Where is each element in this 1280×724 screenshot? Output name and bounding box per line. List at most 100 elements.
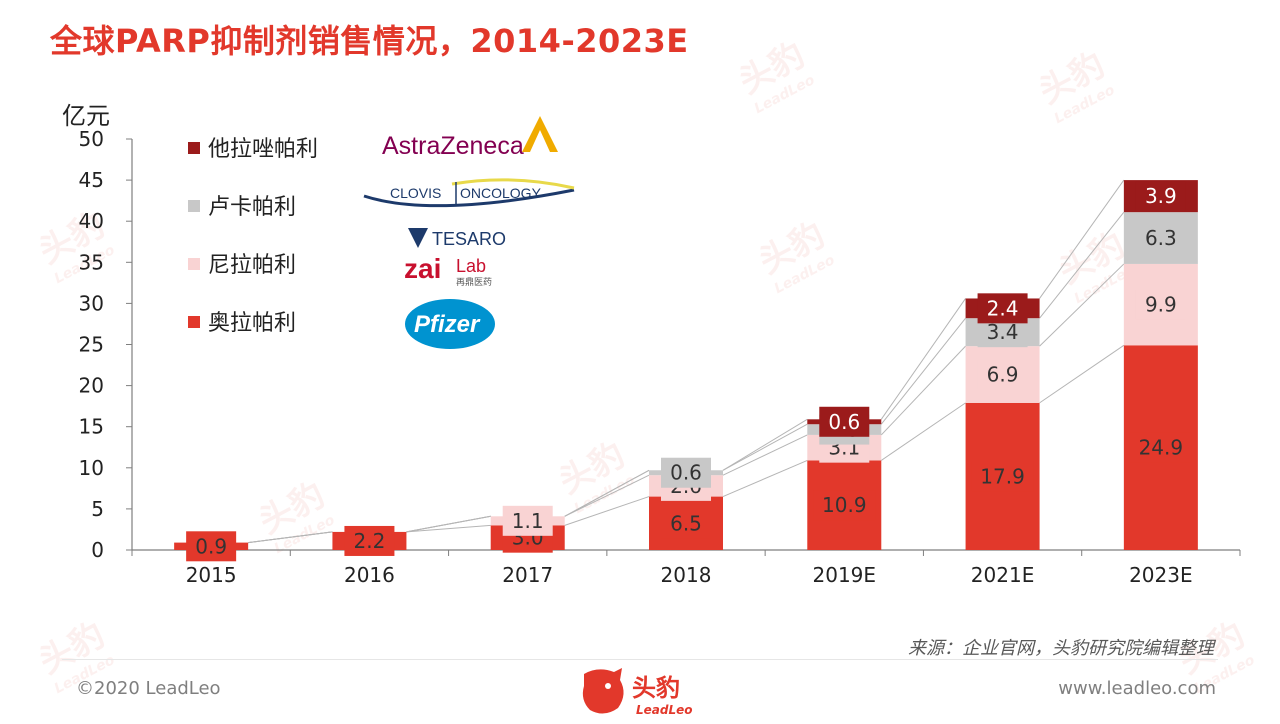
legend-swatch	[188, 316, 200, 328]
tesaro-logo: TESARO	[406, 224, 526, 252]
zailab-logo-text: zai	[404, 253, 441, 284]
data-label: 2.2	[354, 529, 386, 553]
x-tick-label: 2018	[661, 563, 712, 587]
data-label-box	[661, 457, 711, 488]
astrazeneca-logo-mark: AstraZeneca	[382, 116, 558, 160]
data-label: 6.5	[670, 511, 702, 535]
pfizer-pill	[405, 299, 495, 349]
data-label-box	[977, 359, 1028, 390]
data-label-box	[977, 293, 1028, 324]
data-label: 0.6	[828, 410, 860, 434]
clovis-swoosh-yellow	[451, 178, 575, 190]
connector-line	[722, 434, 808, 476]
zailab-logo-text-2: Lab	[456, 256, 486, 276]
y-tick-label: 45	[79, 168, 104, 192]
legend-swatch	[188, 258, 200, 270]
y-tick-label: 30	[79, 291, 104, 315]
page-title: 全球PARP抑制剂销售情况，2014-2023E	[50, 22, 689, 60]
pfizer-logo-mark: Pfizer	[405, 299, 495, 349]
pfizer-logo-text: Pfizer	[414, 311, 481, 338]
leopard-head-icon	[582, 668, 624, 714]
tesaro-logo-mark: TESARO	[408, 228, 506, 249]
data-label: 0.6	[670, 461, 702, 485]
connector-line	[881, 402, 966, 461]
data-label-box	[344, 525, 395, 556]
connector-line	[880, 298, 966, 420]
connector-line	[880, 345, 966, 436]
data-label: 6.3	[1145, 226, 1177, 250]
x-tick-label: 2019E	[813, 563, 877, 587]
data-label-box	[813, 490, 876, 521]
brand-sub: LeadLeo	[636, 703, 693, 717]
y-tick-label: 40	[79, 209, 104, 233]
clovis-swoosh	[363, 188, 575, 208]
y-axis-unit: 亿元	[62, 102, 110, 130]
brand-logo: 头豹 LeadLeo	[578, 664, 708, 720]
y-tick-label: 10	[79, 456, 104, 480]
legend-label: 他拉唑帕利	[208, 137, 318, 162]
x-tick-label: 2023E	[1129, 563, 1193, 587]
data-label: 2.4	[987, 296, 1019, 320]
tesaro-logo-text: TESARO	[432, 229, 506, 249]
connector-line	[564, 469, 650, 517]
astrazeneca-symbol	[522, 116, 558, 152]
connector-line	[722, 418, 808, 471]
zailab-logo-mark: zai Lab 再鼎医药	[404, 253, 492, 288]
data-label-box	[1135, 223, 1186, 254]
data-label: 3.4	[987, 320, 1019, 344]
clovis-logo-text: CLOVIS	[390, 185, 441, 201]
y-tick-label: 0	[91, 538, 104, 562]
connector-line	[1039, 211, 1125, 319]
data-label-box	[661, 508, 711, 539]
data-label-box	[971, 461, 1034, 492]
zailab-logo-cn: 再鼎医药	[456, 277, 492, 288]
data-label-box	[502, 505, 553, 536]
connector-line	[880, 317, 966, 425]
y-tick-label: 15	[79, 415, 104, 439]
data-label: 17.9	[980, 464, 1025, 488]
data-label: 24.9	[1139, 436, 1184, 460]
y-tick-label: 50	[79, 127, 104, 151]
data-label-box	[1135, 289, 1186, 320]
leopard-eye-icon	[605, 683, 611, 689]
legend-swatch	[188, 200, 200, 212]
data-label: 0.9	[195, 534, 227, 558]
clovis-logo-mark: CLOVIS ONCOLOGY	[363, 178, 575, 208]
data-label-box	[1135, 181, 1186, 212]
data-label-box	[186, 531, 237, 562]
data-label-box	[1129, 432, 1192, 463]
connector-line	[248, 531, 333, 544]
source-note: 来源：企业官网，头豹研究院编辑整理	[908, 638, 1214, 659]
connector-line	[1039, 344, 1125, 404]
connector-line	[564, 474, 650, 517]
zailab-logo: zai Lab 再鼎医药	[404, 252, 514, 288]
legend-label: 奥拉帕利	[208, 311, 296, 336]
legend-label: 卢卡帕利	[208, 195, 296, 220]
data-label: 6.9	[987, 363, 1019, 387]
data-label-box	[819, 406, 870, 437]
legend-swatch	[188, 142, 200, 154]
clovis-oncology-logo: CLOVIS ONCOLOGY	[362, 170, 576, 216]
data-label: 10.9	[822, 493, 867, 517]
connector-line	[1039, 263, 1125, 347]
connector-line	[1039, 179, 1125, 299]
connector-line	[722, 423, 808, 471]
astrazeneca-logo: AstraZeneca	[380, 112, 570, 160]
y-tick-label: 20	[79, 374, 104, 398]
tesaro-symbol	[408, 228, 428, 248]
pfizer-logo: Pfizer	[404, 298, 496, 350]
x-tick-label: 2017	[502, 563, 553, 587]
x-tick-label: 2016	[344, 563, 395, 587]
connector-line	[722, 459, 808, 498]
x-tick-label: 2015	[186, 563, 237, 587]
brand-name: 头豹	[632, 674, 680, 702]
copyright: ©2020 LeadLeo	[76, 678, 221, 699]
footer-divider	[62, 659, 1218, 660]
website-link[interactable]: www.leadleo.com	[1058, 678, 1216, 699]
x-tick-label: 2021E	[971, 563, 1035, 587]
connector-line	[564, 496, 650, 526]
legend-label: 尼拉帕利	[208, 253, 296, 278]
connector-line	[406, 524, 491, 533]
y-tick-label: 5	[91, 497, 104, 521]
